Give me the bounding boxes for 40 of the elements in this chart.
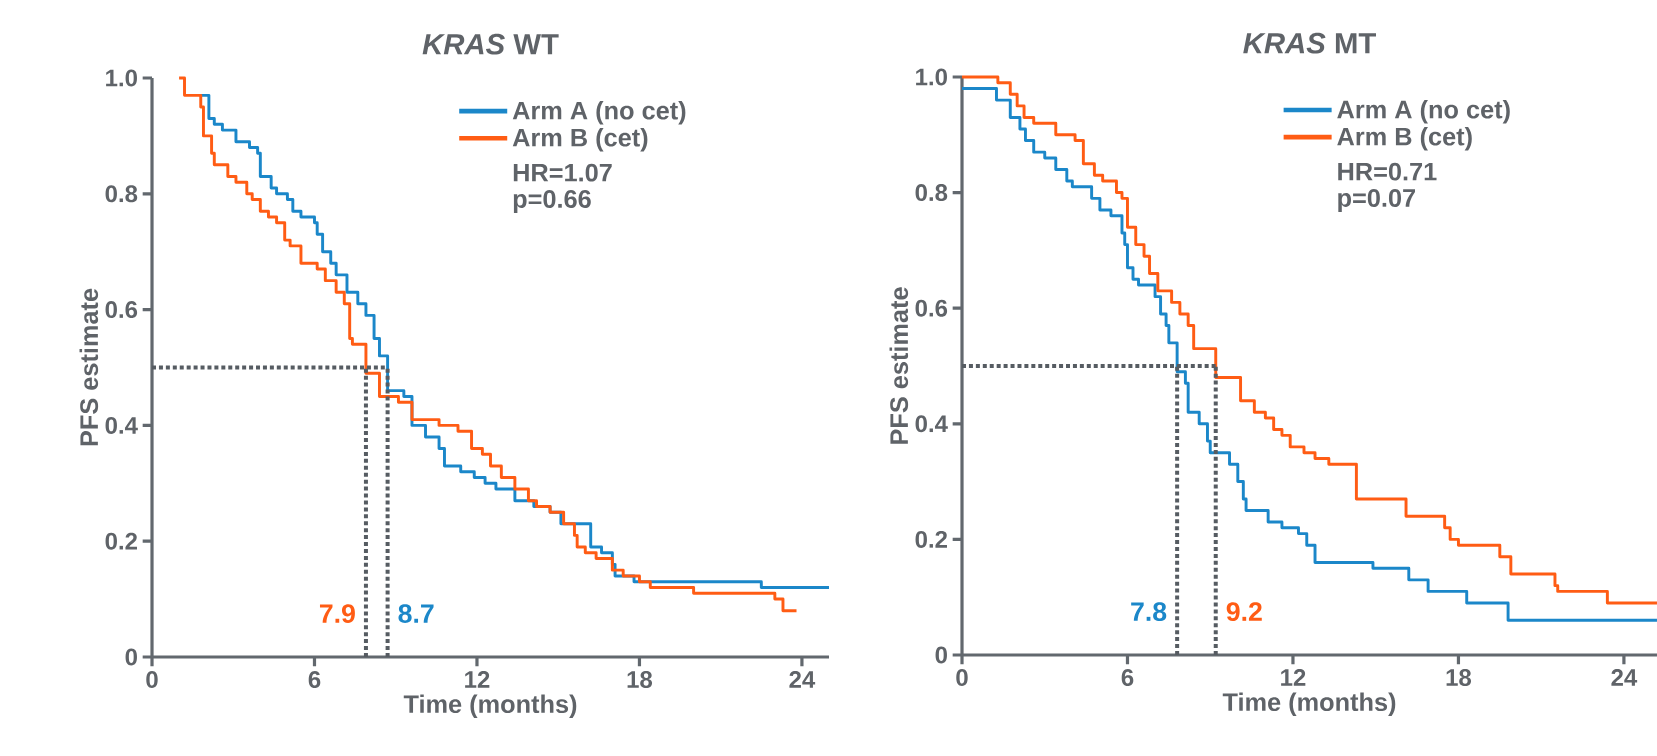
y-tick-label: 0.4 <box>105 416 138 434</box>
x-tick-label: 6 <box>1121 669 1134 687</box>
annotation: p=0.07 <box>1338 188 1416 212</box>
ref-line-label: 9.2 <box>1226 602 1262 622</box>
y-tick-label: 0.4 <box>915 415 948 433</box>
x-tick-label: 18 <box>1446 669 1472 687</box>
x-tick-label: 12 <box>465 671 490 688</box>
y-axis-title: PFS estimate <box>889 287 909 444</box>
x-tick-label: 6 <box>308 671 321 689</box>
y-tick-label: 0.8 <box>105 185 138 203</box>
chart-title: KRAS WT <box>422 33 559 55</box>
x-tick-label: 0 <box>146 671 158 689</box>
y-tick-label: 0 <box>125 648 137 666</box>
y-tick-label: 0.8 <box>915 184 948 202</box>
ref-line-label: 7.9 <box>319 604 355 623</box>
y-tick-label: 0 <box>935 646 947 664</box>
x-axis-title: Time (months) <box>403 694 577 719</box>
legend-label: Arm B (cet) <box>512 127 648 152</box>
y-axis-title: PFS estimate <box>79 288 99 446</box>
annotation: p=0.66 <box>513 190 591 213</box>
y-tick-label: 0.2 <box>915 530 947 548</box>
x-axis-title: Time (months) <box>1222 692 1396 717</box>
annotation: HR=1.07 <box>513 163 612 182</box>
legend-label: Arm A (no cet) <box>512 100 686 125</box>
y-tick-label: 0.2 <box>105 532 137 550</box>
ref-line-label: 7.8 <box>1131 602 1167 622</box>
ref-line-label: 8.7 <box>398 604 434 623</box>
x-tick-label: 24 <box>789 671 816 688</box>
y-tick-label: 1.0 <box>106 69 137 87</box>
x-tick-label: 24 <box>1611 669 1638 686</box>
chart-title: KRAS MT <box>1243 32 1377 54</box>
legend-label: Arm B (cet) <box>1337 126 1472 151</box>
x-tick-label: 0 <box>956 669 968 687</box>
y-tick-label: 1.0 <box>916 68 947 86</box>
y-tick-label: 0.6 <box>105 301 138 319</box>
y-tick-label: 0.6 <box>915 299 948 317</box>
x-tick-label: 12 <box>1281 669 1306 686</box>
legend-label: Arm A (no cet) <box>1337 99 1510 124</box>
annotation: HR=0.71 <box>1338 162 1437 181</box>
x-tick-label: 18 <box>627 671 653 689</box>
